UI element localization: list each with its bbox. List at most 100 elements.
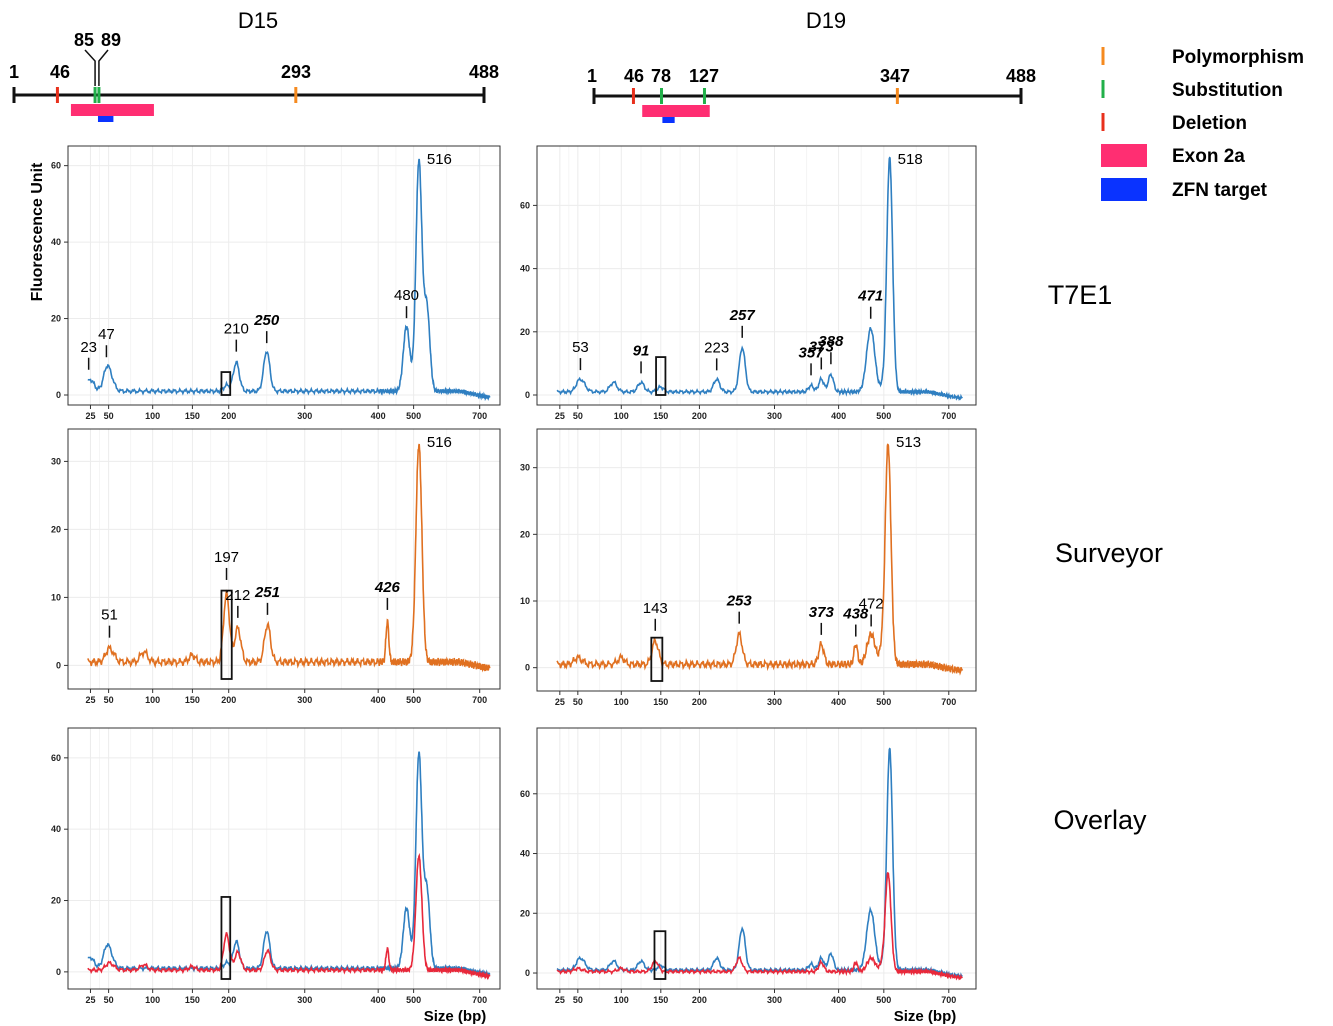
series-line-surveyor (87, 443, 491, 673)
y-tick-label: 0 (525, 390, 530, 400)
x-tick-label: 300 (767, 995, 782, 1005)
peak-label: 471 (857, 288, 883, 305)
x-tick-label: 500 (406, 695, 421, 705)
map-position-label: 46 (624, 66, 644, 86)
legend: Polymorphism Substitution Deletion Exon 2a Z… (1101, 47, 1304, 201)
peak-label: 518 (898, 151, 923, 168)
y-tick-label: 40 (51, 237, 61, 247)
peak-label: 250 (253, 312, 280, 329)
panel-d19-surveyor: 25 50 100 150 200 300 400 500 700 0 10 20 30 143 253 37… (520, 428, 977, 707)
y-axis-title: Fluorescence Unit (29, 162, 46, 301)
x-tick-label: 400 (831, 995, 846, 1005)
legend-item: Substitution (1101, 80, 1283, 101)
y-tick-label: 30 (520, 463, 530, 473)
legend-swatch (1101, 178, 1147, 201)
peak-label: 91 (633, 342, 650, 359)
x-tick-label: 25 (85, 411, 95, 421)
peak-label: 47 (98, 326, 115, 343)
x-tick-label: 300 (297, 411, 312, 421)
panel-d19-overlay: 25 50 100 150 200 300 400 500 700 0 20 40 60 (520, 727, 977, 1005)
legend-label: Substitution (1172, 80, 1283, 101)
y-tick-label: 20 (520, 908, 530, 918)
map-d19: D19 1 46 78 127 347 488 (587, 8, 1036, 123)
series-line-surveyor (556, 443, 964, 676)
x-tick-label: 700 (941, 697, 956, 707)
map-position-label: 293 (281, 62, 311, 82)
peak-label: 516 (427, 151, 452, 168)
peak-label: 251 (254, 584, 280, 601)
peak-label: 143 (643, 600, 668, 617)
x-tick-label: 300 (767, 411, 782, 421)
legend-swatch (1101, 144, 1147, 167)
x-tick-label: 700 (472, 995, 487, 1005)
map-leader-line (84, 49, 96, 86)
peak-label: 480 (394, 287, 419, 304)
map-position-label: 1 (587, 66, 597, 86)
peak-label: 373 (809, 604, 835, 621)
y-tick-label: 0 (56, 967, 61, 977)
x-tick-label: 300 (297, 995, 312, 1005)
x-tick-label: 25 (85, 995, 95, 1005)
legend-label: Exon 2a (1172, 146, 1245, 167)
peak-label: 388 (818, 333, 844, 350)
x-tick-label: 100 (145, 695, 160, 705)
panel-frame (536, 145, 977, 406)
x-tick-label: 150 (185, 411, 200, 421)
x-tick-label: 150 (653, 411, 668, 421)
peak-label: 426 (374, 579, 401, 596)
y-tick-label: 60 (51, 161, 61, 171)
x-tick-label: 500 (406, 411, 421, 421)
x-tick-label: 200 (221, 411, 236, 421)
highlight-box (220, 589, 233, 680)
legend-label: Polymorphism (1172, 47, 1304, 68)
y-tick-label: 60 (520, 200, 530, 210)
panel-frame (67, 145, 501, 406)
peak-label: 357 (799, 344, 825, 361)
map-leader-line (98, 49, 109, 86)
x-tick-label: 150 (653, 995, 668, 1005)
x-tick-label: 50 (573, 995, 583, 1005)
x-tick-label: 50 (104, 995, 114, 1005)
series-line-t7e1 (556, 156, 963, 401)
x-tick-label: 100 (614, 411, 629, 421)
map-exon-bar (70, 104, 154, 116)
map-position-label: 488 (1006, 66, 1036, 86)
x-tick-label: 100 (145, 995, 160, 1005)
x-tick-label: 300 (767, 697, 782, 707)
y-tick-label: 20 (520, 327, 530, 337)
x-tick-label: 400 (371, 995, 386, 1005)
panel-d15-overlay: 25 50 100 150 200 300 400 500 700 0 20 40 60 (51, 727, 501, 1005)
row-label-surveyor: Surveyor (1055, 538, 1163, 568)
x-tick-label: 700 (941, 411, 956, 421)
legend-item: Deletion (1101, 113, 1247, 134)
peak-label: 472 (859, 595, 884, 612)
x-tick-label: 150 (185, 995, 200, 1005)
peak-label: 210 (224, 321, 249, 338)
x-tick-label: 200 (692, 697, 707, 707)
map-zfn-bar (662, 117, 675, 123)
x-tick-label: 400 (831, 411, 846, 421)
peak-label: 373 (809, 338, 835, 355)
panel-frame (536, 727, 977, 990)
panel-frame (67, 428, 501, 690)
x-tick-label: 400 (371, 411, 386, 421)
legend-label: ZFN target (1172, 180, 1268, 201)
x-tick-label: 500 (876, 411, 891, 421)
y-tick-label: 60 (51, 753, 61, 763)
highlight-box (220, 371, 232, 396)
x-axis-title: Size (bp) (424, 1008, 487, 1025)
x-tick-label: 500 (876, 697, 891, 707)
panel-d19-t7e1: 25 50 100 150 200 300 400 500 700 0 20 40 60 53 91 2232… (520, 145, 977, 421)
series-line-t7e1 (87, 751, 491, 979)
row-label-overlay: Overlay (1053, 805, 1147, 835)
y-tick-label: 0 (525, 968, 530, 978)
y-tick-label: 60 (520, 789, 530, 799)
legend-item: Exon 2a (1101, 144, 1245, 167)
highlight-box (653, 930, 667, 980)
map-exon-bar (642, 105, 710, 117)
row-label-t7e1: T7E1 (1048, 280, 1113, 310)
